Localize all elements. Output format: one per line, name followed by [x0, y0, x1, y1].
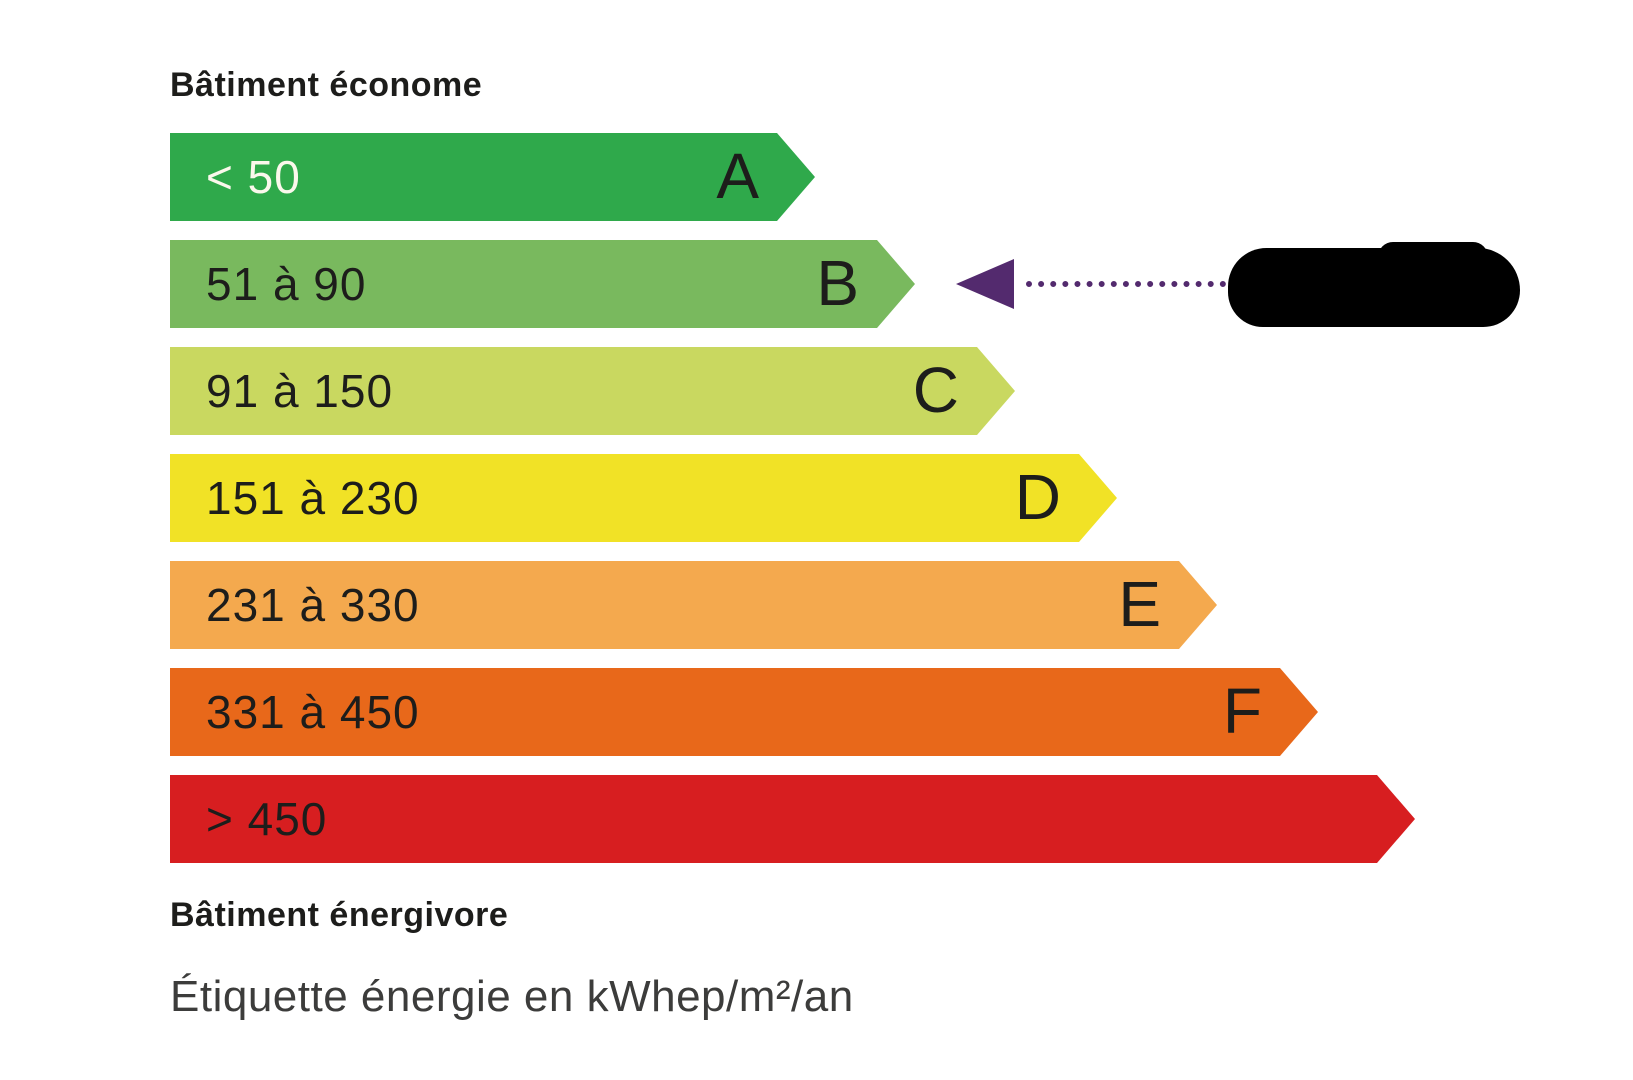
energy-bar-letter: E: [1118, 568, 1161, 640]
energy-bar-range: 51 à 90: [206, 258, 367, 310]
energy-bar-range: 231 à 330: [206, 579, 420, 631]
energy-bar-a: < 50 A: [170, 133, 815, 221]
energy-bar-range: 331 à 450: [206, 686, 420, 738]
energy-bar-letter: B: [816, 247, 859, 319]
energy-bar-f: 331 à 450 F: [170, 668, 1318, 756]
redacted-value-blob: [1228, 242, 1520, 327]
energy-bar-letter: F: [1222, 675, 1262, 747]
energy-bar-letter: D: [1014, 461, 1061, 533]
energy-bar-b: 51 à 90 B: [170, 240, 915, 328]
indicator-dotted-line: [1026, 281, 1226, 287]
energy-bar-letter: A: [716, 140, 759, 212]
energy-bar-c: 91 à 150 C: [170, 347, 1015, 435]
energy-unit-caption: Étiquette énergie en kWhep/m²/an: [170, 972, 854, 1021]
energy-bar-range: 91 à 150: [206, 365, 394, 417]
energy-intensive-building-label: Bâtiment énergivore: [170, 896, 509, 934]
energy-bar-range: 151 à 230: [206, 472, 420, 524]
energy-bar-range: < 50: [206, 151, 301, 203]
selected-class-arrow-icon: [956, 259, 1014, 309]
energy-bar-d: 151 à 230 D: [170, 454, 1117, 542]
energy-bar-letter: C: [912, 354, 959, 426]
energy-bar-e: 231 à 330 E: [170, 561, 1217, 649]
energy-bar-g: > 450: [170, 775, 1415, 863]
energy-bar-range: > 450: [206, 793, 328, 845]
economical-building-label: Bâtiment économe: [170, 66, 483, 104]
